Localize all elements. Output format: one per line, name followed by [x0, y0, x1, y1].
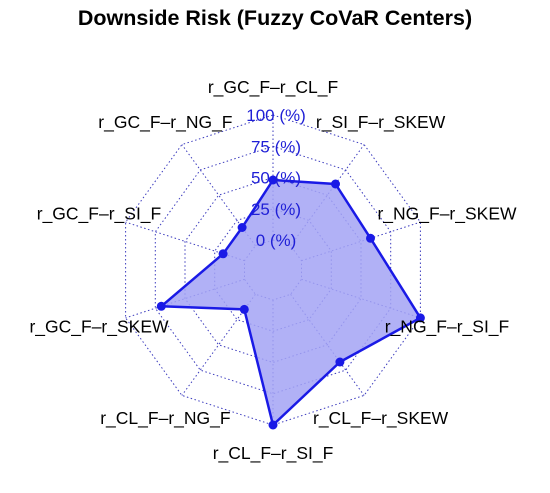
data-point-2 — [366, 233, 375, 243]
data-point-7 — [156, 301, 166, 311]
data-point-8 — [218, 249, 228, 259]
axis-label-1: r_SI_F–r_SKEW — [316, 112, 446, 133]
data-point-1 — [331, 179, 340, 189]
data-point-0 — [268, 175, 278, 185]
axis-label-7: r_GC_F–r_SKEW — [29, 317, 169, 338]
grid-ring-2 — [184, 176, 362, 364]
tick-label-0: 0 (%) — [256, 231, 297, 250]
axis-label-3: r_NG_F–r_SI_F — [385, 317, 509, 338]
data-point-6 — [239, 304, 249, 314]
axis-label-4: r_CL_F–r_SKEW — [313, 408, 449, 429]
tick-label-3: 75 (%) — [251, 137, 301, 156]
data-point-4 — [335, 357, 345, 367]
tick-label-4: 100 (%) — [246, 106, 306, 125]
axis-label-0: r_GC_F–r_CL_F — [208, 77, 338, 98]
grid-ring-3 — [154, 145, 392, 395]
axis-label-5: r_CL_F–r_SI_F — [213, 443, 334, 464]
axis-label-2: r_NG_F–r_SKEW — [377, 203, 517, 224]
data-point-9 — [237, 223, 247, 232]
chart-title: Downside Risk (Fuzzy CoVaR Centers) — [77, 6, 473, 30]
axis-label-9: r_GC_F–r_NG_F — [98, 112, 232, 133]
tick-label-2: 50 (%) — [251, 169, 301, 188]
axis-label-8: r_GC_F–r_SI_F — [37, 203, 161, 224]
tick-label-1: 25 (%) — [251, 200, 301, 219]
data-point-5 — [268, 420, 278, 430]
axis-label-6: r_CL_F–r_NG_F — [100, 408, 230, 429]
data-point-3 — [415, 313, 425, 323]
